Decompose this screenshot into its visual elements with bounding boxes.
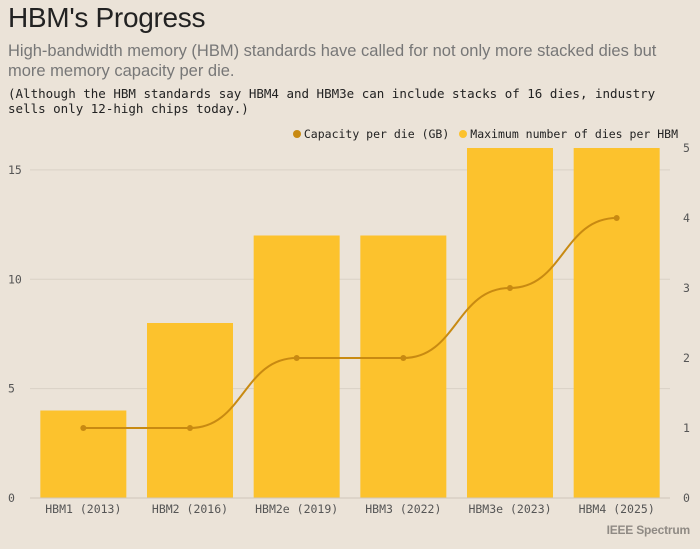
right-tick-label: 2 <box>683 351 690 365</box>
right-tick-label: 0 <box>683 491 690 505</box>
capacity-point <box>293 355 300 361</box>
right-tick-label: 1 <box>683 421 690 435</box>
chart-subtitle: High-bandwidth memory (HBM) standards ha… <box>8 42 657 80</box>
bar <box>40 410 127 498</box>
left-tick-label: 15 <box>8 163 22 177</box>
capacity-point <box>187 425 193 431</box>
left-tick-label: 5 <box>8 382 15 396</box>
legend-item-dies: Maximum number of dies per HBM <box>459 127 678 141</box>
category-label: HBM2e (2019) <box>255 502 338 516</box>
capacity-point <box>507 285 513 291</box>
bar <box>147 323 233 498</box>
chart-title: HBM's Progress <box>8 2 206 33</box>
bar <box>467 148 553 498</box>
legend-item-capacity: Capacity per die (GB) <box>292 127 450 141</box>
right-tick-label: 4 <box>683 211 690 225</box>
capacity-point <box>613 215 620 221</box>
legend-swatch-dies <box>459 130 468 138</box>
left-tick-label: 0 <box>8 491 15 505</box>
legend-label-capacity: Capacity per die (GB) <box>303 127 450 141</box>
category-label: HBM1 (2013) <box>45 502 121 516</box>
category-label: HBM4 (2025) <box>579 502 655 516</box>
right-tick-label: 3 <box>683 281 690 295</box>
category-label: HBM3e (2023) <box>468 502 551 516</box>
chart-legend: Capacity per die (GB) Maximum number of … <box>292 127 678 141</box>
category-label: HBM3 (2022) <box>365 502 441 516</box>
bar <box>573 148 660 498</box>
category-label: HBM2 (2016) <box>152 502 228 516</box>
brand-logo: IEEE Spectrum <box>606 523 691 537</box>
left-tick-label: 10 <box>8 272 22 286</box>
legend-label-dies: Maximum number of dies per HBM <box>470 127 678 141</box>
capacity-point <box>400 355 407 361</box>
bar <box>360 235 447 498</box>
right-tick-label: 5 <box>683 141 690 155</box>
chart-note: (Although the HBM standards say HBM4 and… <box>8 86 656 116</box>
capacity-point <box>80 425 87 431</box>
legend-swatch-capacity <box>292 130 301 138</box>
